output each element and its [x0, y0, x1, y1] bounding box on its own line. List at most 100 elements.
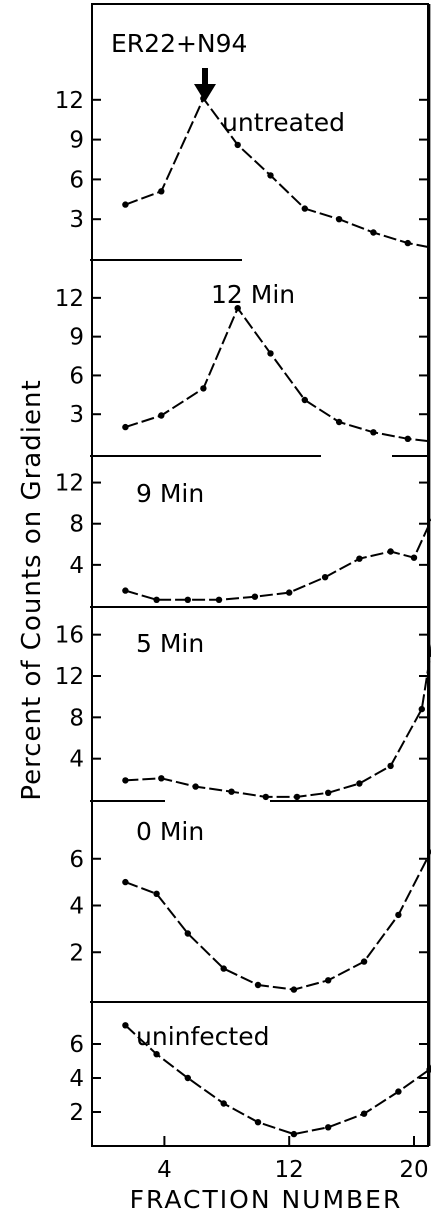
y-tick-label: 6 [69, 363, 84, 389]
data-point [254, 1119, 262, 1126]
panel-untreated: 3 6 9 12 untreated [55, 88, 431, 249]
panel-0-min: 2 4 6 0 Min [69, 817, 431, 993]
header-annotation: ER22+N94 [111, 29, 247, 102]
panel-label: uninfected [136, 1022, 269, 1051]
data-point [418, 705, 425, 713]
data-point [192, 783, 199, 790]
y-tick-label: 4 [69, 894, 84, 920]
data-point [122, 1022, 129, 1029]
data-point [370, 429, 377, 436]
data-point [251, 593, 259, 600]
y-tick-label: 16 [55, 623, 84, 649]
data-point [356, 555, 363, 562]
data-point [293, 793, 301, 801]
data-point [122, 587, 129, 594]
data-point [122, 201, 129, 208]
panel-12-min: 3 6 9 12 12 Min [55, 280, 431, 443]
x-axis-ticks: 4122028 [157, 1136, 429, 1183]
data-point [220, 1100, 227, 1107]
y-tick-label: 12 [55, 286, 84, 312]
data-point [370, 229, 377, 236]
header-label: ER22+N94 [111, 29, 247, 58]
panel-label: untreated [222, 108, 345, 137]
data-point [404, 435, 411, 442]
data-point [234, 141, 241, 149]
data-point [228, 788, 235, 795]
data-point [335, 418, 343, 426]
data-point [335, 216, 343, 223]
data-point [356, 780, 363, 787]
data-point [360, 1110, 368, 1117]
panel-label: 5 Min [136, 629, 204, 658]
down-arrow-icon [194, 68, 216, 102]
panel-label: 9 Min [136, 479, 204, 508]
data-point [426, 1066, 431, 1073]
data-point [215, 596, 223, 603]
y-tick-label: 4 [69, 747, 84, 773]
x-tick-label: 12 [275, 1157, 304, 1183]
data-point [325, 977, 332, 984]
data-point [262, 793, 269, 801]
data-point [122, 777, 129, 784]
data-point [325, 789, 332, 796]
data-point [220, 965, 227, 972]
y-tick-label: 12 [55, 471, 84, 497]
y-tick-label: 9 [69, 325, 84, 351]
data-point [387, 548, 394, 555]
data-point [184, 930, 191, 937]
panel-label: 0 Min [136, 817, 204, 846]
y-tick-label: 6 [69, 1032, 84, 1058]
data-point [158, 188, 165, 195]
data-point [290, 986, 298, 993]
x-axis-title: FRACTION NUMBER [130, 1185, 403, 1214]
x-tick-label: 20 [399, 1157, 428, 1183]
series-line [125, 307, 431, 443]
data-point [158, 775, 165, 782]
data-point [153, 890, 160, 897]
data-point [301, 205, 308, 212]
x-tick-label: 4 [157, 1157, 172, 1183]
data-point [184, 596, 191, 603]
data-point [301, 396, 308, 404]
series-line [125, 644, 431, 798]
data-point [321, 574, 329, 581]
data-point [267, 350, 274, 357]
y-tick-label: 12 [55, 88, 84, 114]
data-point [254, 981, 262, 989]
data-point [184, 1074, 191, 1082]
y-axis-title: Percent of Counts on Gradient [17, 379, 47, 800]
data-point [286, 589, 293, 596]
data-point [395, 1088, 402, 1095]
panel-5-min: 4 8 12 16 5 Min [55, 623, 431, 801]
data-point [290, 1130, 298, 1138]
data-point [200, 385, 207, 392]
series-line [125, 518, 431, 601]
data-point [325, 1124, 332, 1131]
plot-border [91, 3, 429, 1147]
y-tick-label: 6 [69, 167, 84, 193]
data-point [360, 958, 368, 965]
y-tick-label: 4 [69, 553, 84, 579]
y-tick-label: 4 [69, 1066, 84, 1092]
panel-9-min: 4 8 12 9 Min [55, 471, 431, 603]
panel-uninfected: 2 4 6 uninfected [69, 1022, 431, 1138]
y-tick-label: 3 [69, 207, 84, 233]
series-line [125, 97, 431, 249]
y-tick-label: 6 [69, 847, 84, 873]
y-tick-label: 8 [69, 705, 84, 731]
y-tick-label: 9 [69, 128, 84, 154]
y-tick-label: 3 [69, 402, 84, 428]
chart-panels: 3 6 9 12 untreated 3 6 9 12 12 Min 4 8 12 9 Min 4 8 12 16… [55, 88, 431, 1138]
y-tick-label: 2 [69, 940, 84, 966]
data-point [158, 412, 165, 419]
y-tick-label: 12 [55, 664, 84, 690]
y-tick-label: 2 [69, 1100, 84, 1126]
data-point [122, 423, 129, 431]
data-point [387, 762, 394, 770]
data-point [234, 305, 241, 312]
data-point [267, 172, 274, 179]
series-line [125, 848, 431, 991]
y-tick-label: 8 [69, 512, 84, 538]
data-point [122, 878, 129, 886]
